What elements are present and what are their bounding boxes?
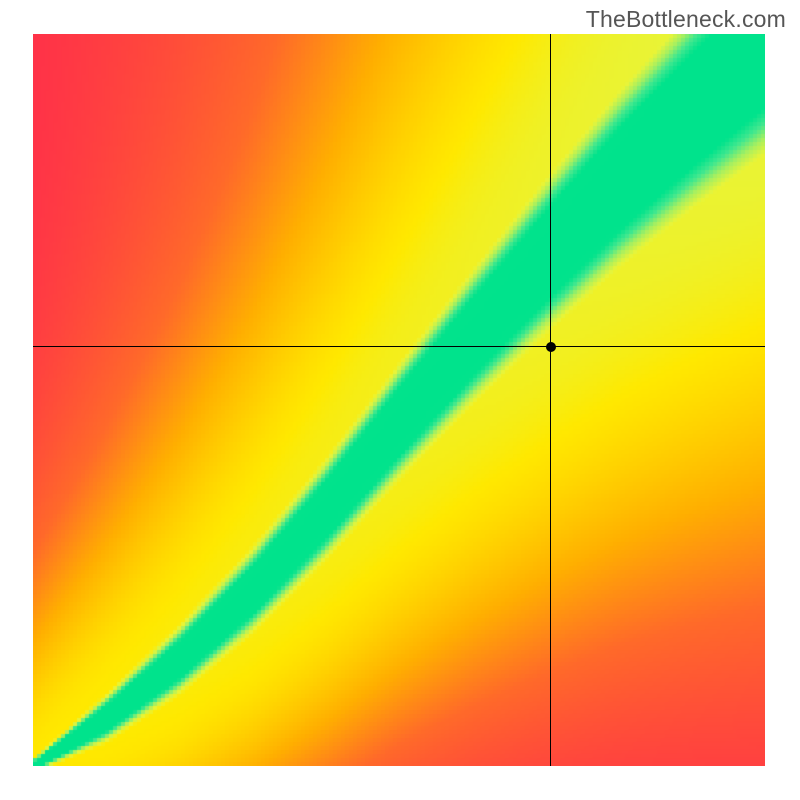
heatmap-canvas: [33, 34, 765, 766]
crosshair-vertical: [550, 34, 551, 766]
chart-container: TheBottleneck.com: [0, 0, 800, 800]
crosshair-horizontal: [33, 346, 765, 347]
watermark-text: TheBottleneck.com: [586, 6, 786, 33]
crosshair-marker: [546, 342, 556, 352]
heatmap-plot: [33, 34, 765, 766]
